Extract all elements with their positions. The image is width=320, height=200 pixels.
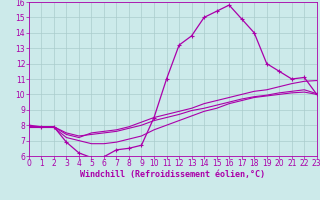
X-axis label: Windchill (Refroidissement éolien,°C): Windchill (Refroidissement éolien,°C) [80,170,265,179]
